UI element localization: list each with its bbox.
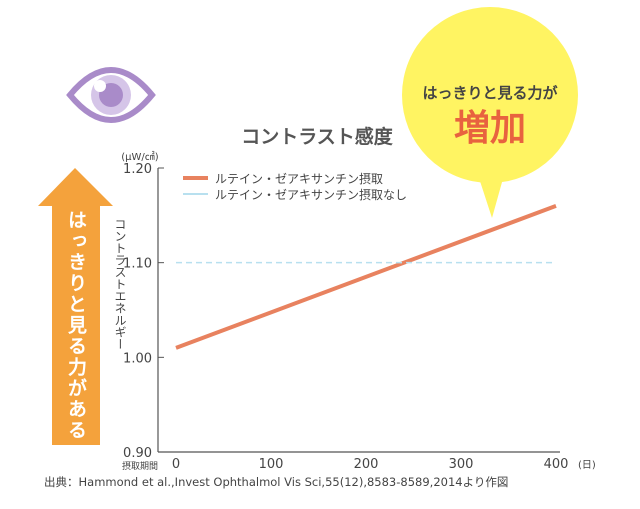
legend-label: ルテイン・ゼアキサンチン摂取なし — [215, 187, 407, 202]
bubble-line1: はっきりと見る力が — [422, 84, 558, 102]
bubble-line2: 増加 — [454, 108, 526, 149]
legend-label: ルテイン・ゼアキサンチン摂取 — [215, 171, 383, 186]
y-tick-label: 0.90 — [123, 446, 152, 461]
x-tick-label: 100 — [259, 457, 284, 472]
x-tick-label: 200 — [354, 457, 379, 472]
callout-bubble: はっきりと見る力が 増加 — [402, 7, 578, 218]
y-unit: (μW/㎠) — [121, 151, 159, 163]
y-tick-label: 1.00 — [123, 351, 152, 366]
arrow-text: はっきりと見る力がある — [65, 210, 87, 441]
source-note: 出典：Hammond et al.,Invest Ophthalmol Vis … — [44, 475, 508, 489]
y-tick-label: 1.10 — [123, 257, 152, 272]
chart-title: コントラスト感度 — [241, 125, 394, 148]
x-tick-label: 400 — [544, 457, 569, 472]
x-tick-label: 0 — [172, 457, 180, 472]
y-axis-label: コントラストエネルギー — [113, 218, 127, 350]
series-line-0 — [175, 203, 557, 350]
arrow-up-icon: はっきりと見る力がある — [38, 168, 113, 445]
x-tick-label: 300 — [449, 457, 474, 472]
x-axis-label: 摂取期間 — [122, 460, 158, 472]
y-tick-label: 1.20 — [123, 162, 152, 177]
x-unit: (日) — [578, 460, 596, 471]
eye-icon — [66, 67, 156, 123]
